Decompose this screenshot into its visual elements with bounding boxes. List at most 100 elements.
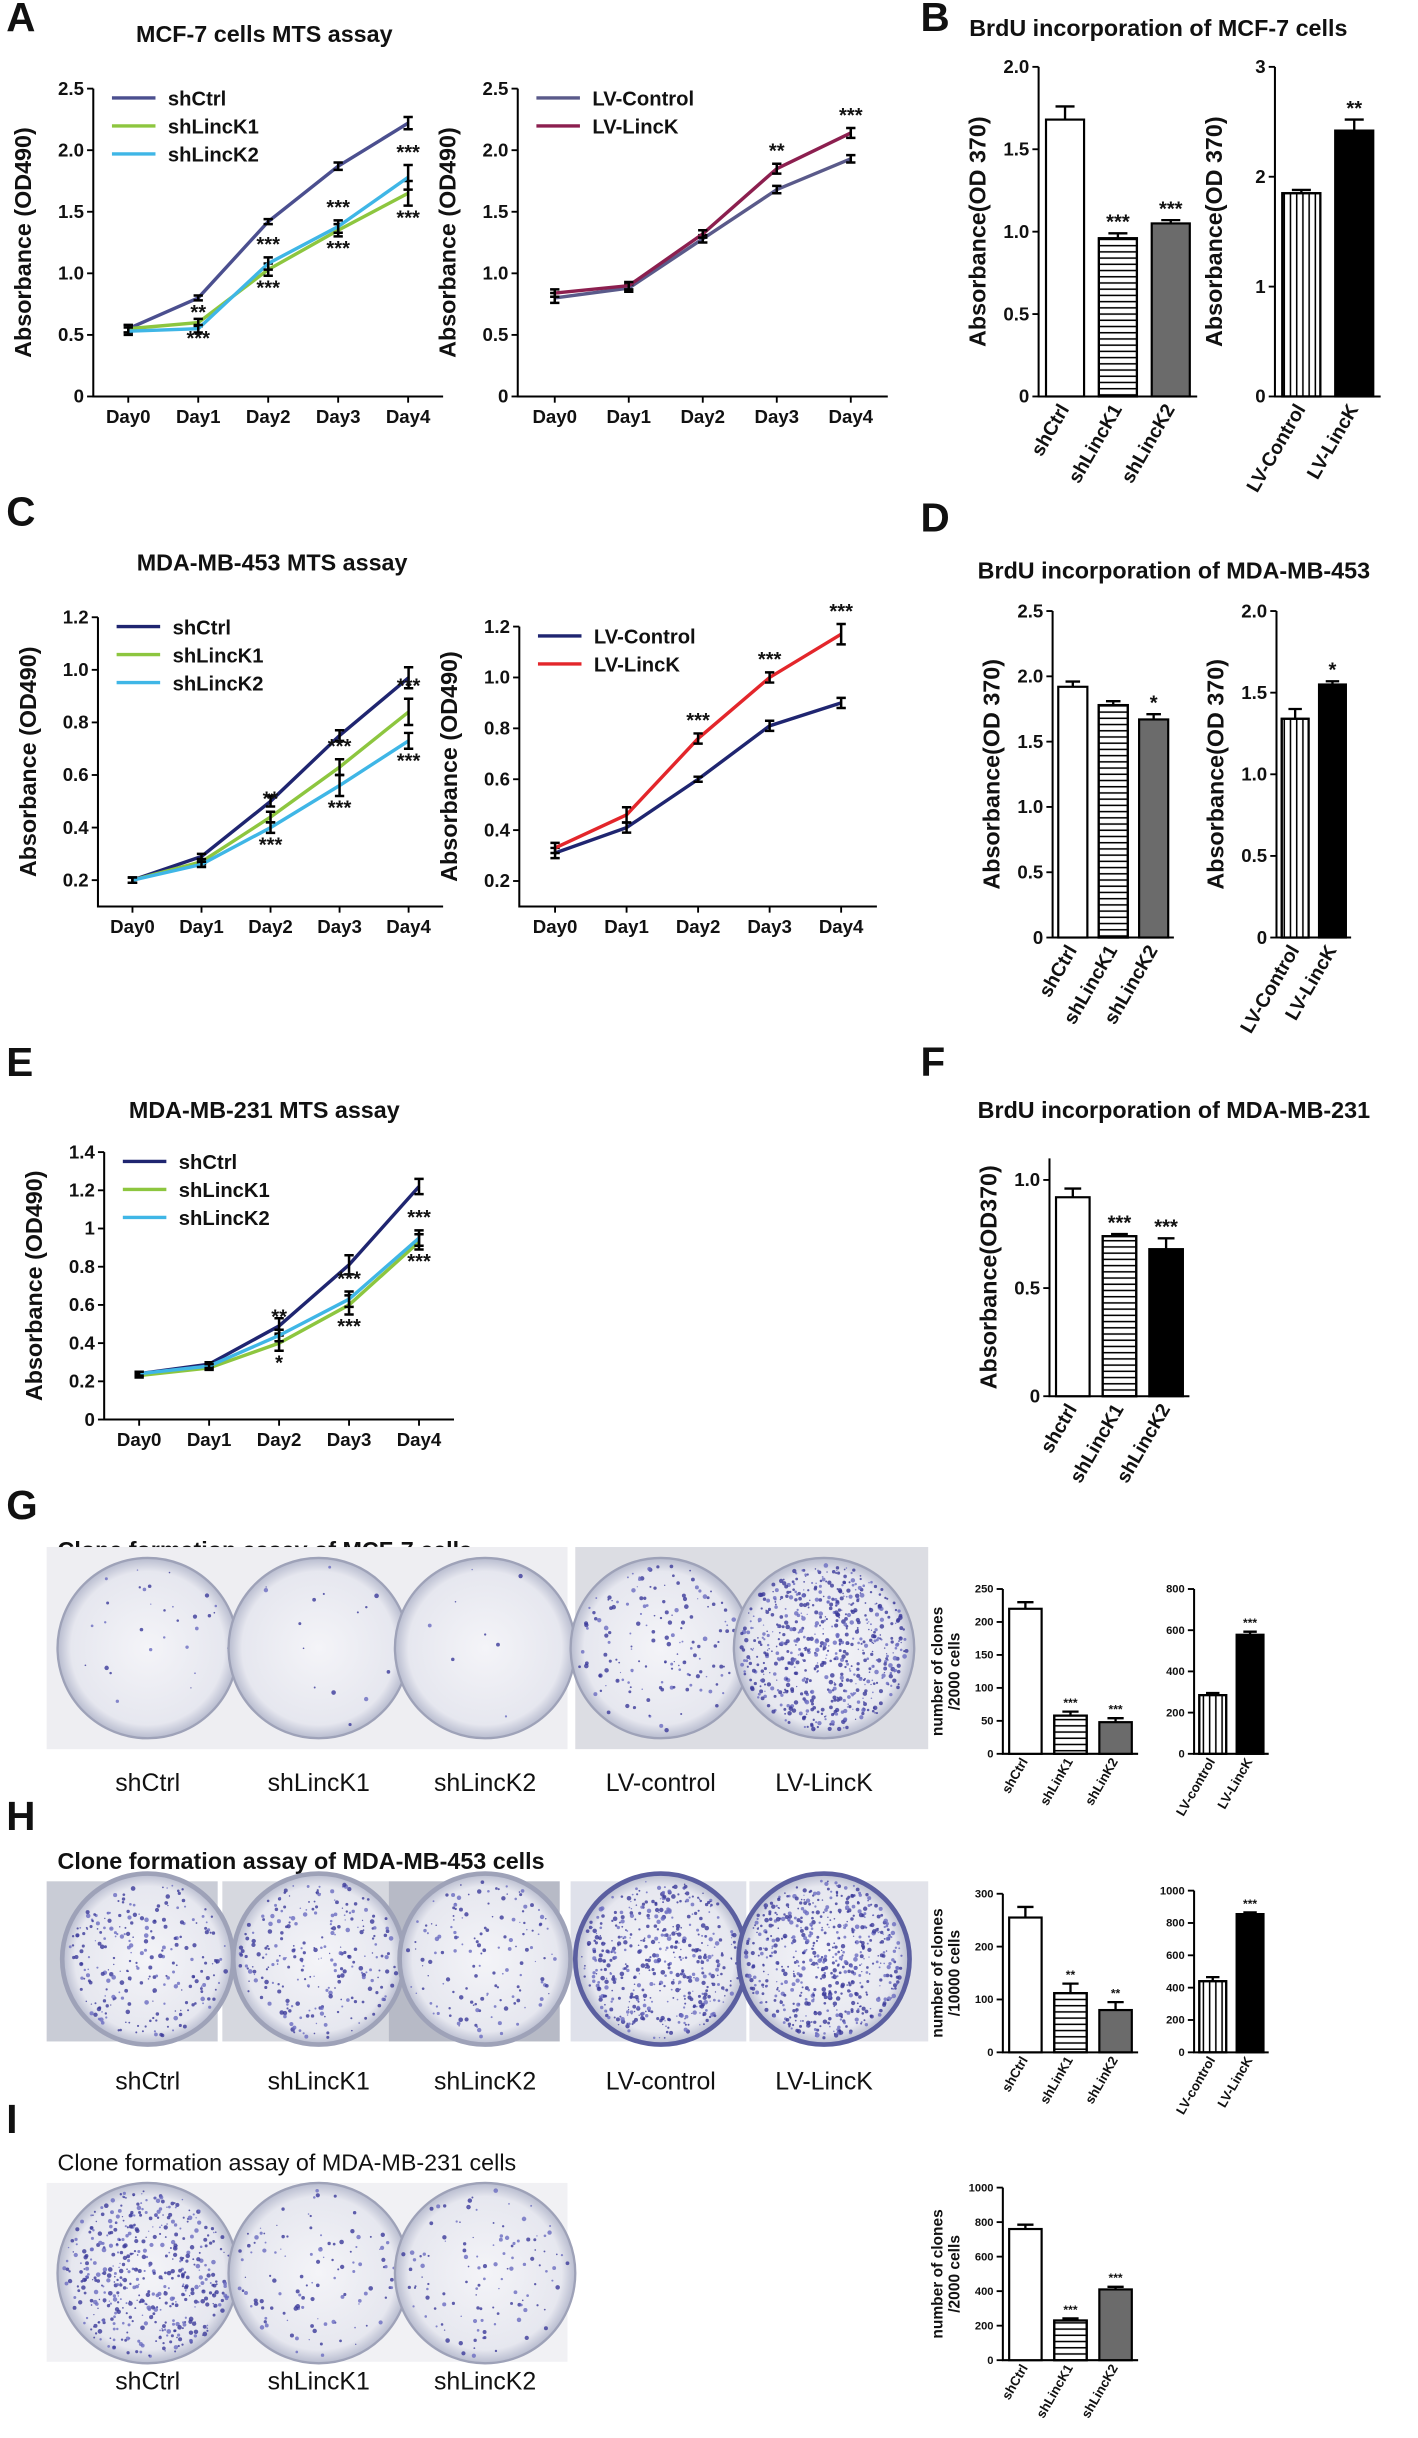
error-bar [550,841,560,855]
colony [854,1593,860,1599]
colony [769,1954,772,1958]
colony [894,1987,897,1990]
colony [787,1711,792,1716]
petri-dish [569,1556,753,1740]
colony [171,1884,174,1887]
colony [866,1708,870,1712]
colony [352,1960,356,1964]
colony [248,1980,250,1982]
error-bar [134,1370,144,1377]
colony [496,1986,500,1989]
colony [797,1654,800,1656]
colony [386,1670,391,1674]
y-tick-label: 100 [975,1994,994,2006]
colony [795,1572,798,1575]
colony [482,2330,487,2334]
colonies [263,1565,391,1727]
colony [623,1966,627,1970]
chart: Absorbance(OD 370)00.51.01.52.0LV-Contro… [1203,600,1352,1037]
colony [264,1985,268,1990]
colony [243,2291,248,2296]
colony [700,1923,706,1928]
colony [824,1616,827,1618]
colony [653,1924,658,1928]
colony [96,2279,101,2283]
colony [646,1908,652,1914]
colony [268,1921,273,1927]
colony [687,1978,693,1983]
colony [863,1906,868,1911]
colony [898,1947,901,1950]
colony [89,1925,93,1929]
colony [822,1648,825,1651]
colony [314,2007,317,2010]
colony [223,1945,226,1947]
colony [892,1678,897,1683]
error-bar [693,775,703,784]
colony [840,1984,845,1989]
colony [553,1957,557,1961]
colony [819,1615,823,1619]
colony [305,2284,308,2287]
colony [731,1617,736,1622]
colony [862,1691,868,1696]
colony [389,2277,394,2282]
error-bar [772,184,782,195]
dish-label: shLincK1 [268,1769,370,1797]
colony [101,2247,107,2253]
colony [658,2037,661,2039]
colony [483,1926,487,1930]
colony [816,1569,820,1573]
colony [476,2306,480,2310]
colony [611,1989,614,1992]
colony [545,1984,549,1988]
colony [369,2235,372,2238]
colony [100,2206,104,2210]
colony [746,1961,751,1967]
colony [198,2275,203,2280]
colony [119,1934,125,1939]
colony [838,1937,841,1940]
colony [617,1943,620,1946]
colony [475,1940,479,1944]
colony [197,2300,200,2304]
colony [181,2285,184,2288]
colony [435,2005,439,2008]
colony [816,1662,819,1664]
y-axis-label: number of clones [930,1908,947,2037]
colony [132,2252,135,2255]
colony [742,1626,747,1631]
colony [794,1598,798,1602]
colony [281,2207,285,2211]
colony [688,1673,691,1677]
colony [656,1565,660,1569]
colony [700,1959,703,1961]
colony [784,1719,787,1722]
colony [641,2011,645,2016]
error-bar [1146,713,1161,720]
y-tick-label: 0 [1179,2047,1185,2059]
colony [819,2025,822,2028]
colony [479,1932,483,1936]
colony [64,2281,69,2286]
y-tick-label: 0 [1257,927,1267,948]
colony [198,2251,201,2254]
colony [858,1974,862,1977]
colony [384,2296,388,2299]
colony [802,1603,807,1608]
colony [471,1568,473,1571]
colony [253,1973,256,1976]
colony [145,2199,148,2202]
colony [785,1682,791,1688]
bar-hatch [1280,717,1310,939]
axes [518,626,877,908]
colony [692,2004,697,2008]
colony [592,1928,597,1934]
colony [154,2032,158,2037]
colony [599,1922,603,1925]
colony [832,1686,837,1691]
colony [833,1917,836,1920]
colony [150,1930,153,1933]
colony [755,1990,760,1995]
colony [844,1616,848,1621]
